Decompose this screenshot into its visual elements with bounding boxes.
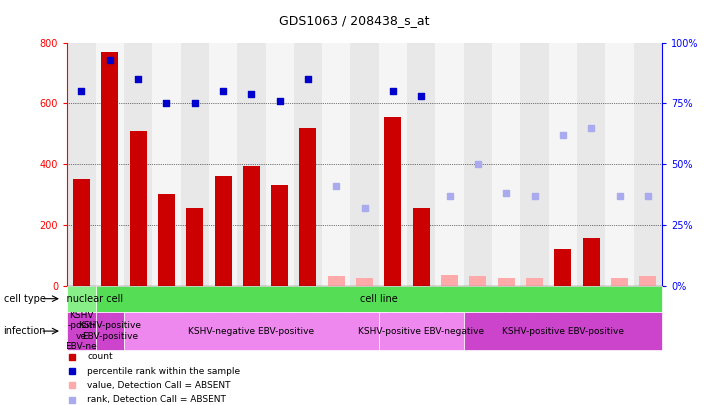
Point [501, 190, 512, 196]
Point [359, 205, 370, 211]
Bar [124, 43, 152, 286]
Bar [469, 276, 486, 286]
Bar [96, 312, 124, 350]
Point [132, 76, 144, 82]
Point [189, 100, 200, 107]
Bar [441, 275, 458, 286]
Bar [124, 312, 379, 350]
Bar [271, 185, 288, 286]
Point [104, 56, 115, 63]
Bar [299, 128, 316, 286]
Bar [186, 208, 203, 286]
Text: count: count [87, 352, 113, 361]
Point [161, 100, 172, 107]
Bar [67, 286, 96, 312]
Text: KSHV-positive EBV-positive: KSHV-positive EBV-positive [502, 326, 624, 336]
Bar [96, 43, 124, 286]
Bar [379, 312, 464, 350]
Bar [549, 43, 577, 286]
Bar [356, 278, 373, 286]
Bar [209, 43, 237, 286]
Bar [464, 312, 662, 350]
Bar [435, 43, 464, 286]
Bar [237, 43, 266, 286]
Text: cell line: cell line [360, 294, 398, 304]
Point [529, 192, 540, 199]
Bar [611, 278, 628, 286]
Text: KSHV-positive EBV-negative: KSHV-positive EBV-negative [358, 326, 484, 336]
Bar [413, 208, 430, 286]
Bar [243, 166, 260, 286]
Bar [67, 43, 96, 286]
Text: percentile rank within the sample: percentile rank within the sample [87, 367, 241, 375]
Text: KSHV-positive
EBV-positive: KSHV-positive EBV-positive [79, 322, 141, 341]
Point [472, 161, 484, 167]
Bar [605, 43, 634, 286]
Bar [350, 43, 379, 286]
Point [642, 192, 653, 199]
Bar [583, 239, 600, 286]
Text: GDS1063 / 208438_s_at: GDS1063 / 208438_s_at [279, 14, 429, 27]
Bar [577, 43, 605, 286]
Bar [130, 130, 147, 286]
Text: infection: infection [4, 326, 46, 336]
Bar [73, 179, 90, 286]
Point [274, 98, 285, 104]
Text: rank, Detection Call = ABSENT: rank, Detection Call = ABSENT [87, 395, 227, 404]
Point [614, 192, 625, 199]
Bar [215, 176, 232, 286]
Text: mononuclear cell: mononuclear cell [40, 294, 123, 304]
Bar [266, 43, 294, 286]
Text: KSHV
-positi
ve
EBV-ne: KSHV -positi ve EBV-ne [66, 311, 97, 351]
Point [416, 93, 427, 99]
Bar [152, 43, 181, 286]
Point [246, 90, 257, 97]
Point [217, 88, 229, 94]
Point [557, 132, 569, 138]
Bar [101, 51, 118, 286]
Text: KSHV-negative EBV-positive: KSHV-negative EBV-positive [188, 326, 314, 336]
Point [331, 183, 342, 189]
Bar [639, 276, 656, 286]
Point [302, 76, 314, 82]
Point [76, 88, 87, 94]
Bar [407, 43, 435, 286]
Bar [294, 43, 322, 286]
Text: value, Detection Call = ABSENT: value, Detection Call = ABSENT [87, 381, 231, 390]
Bar [322, 43, 350, 286]
Text: cell type: cell type [4, 294, 45, 304]
Bar [181, 43, 209, 286]
Bar [328, 276, 345, 286]
Bar [498, 278, 515, 286]
Bar [384, 117, 401, 286]
Bar [379, 43, 407, 286]
Bar [634, 43, 662, 286]
Bar [464, 43, 492, 286]
Point [444, 192, 455, 199]
Bar [492, 43, 520, 286]
Point [387, 88, 399, 94]
Bar [158, 194, 175, 286]
Bar [526, 278, 543, 286]
Point [586, 124, 597, 131]
Bar [67, 312, 96, 350]
Bar [554, 249, 571, 286]
Bar [520, 43, 549, 286]
